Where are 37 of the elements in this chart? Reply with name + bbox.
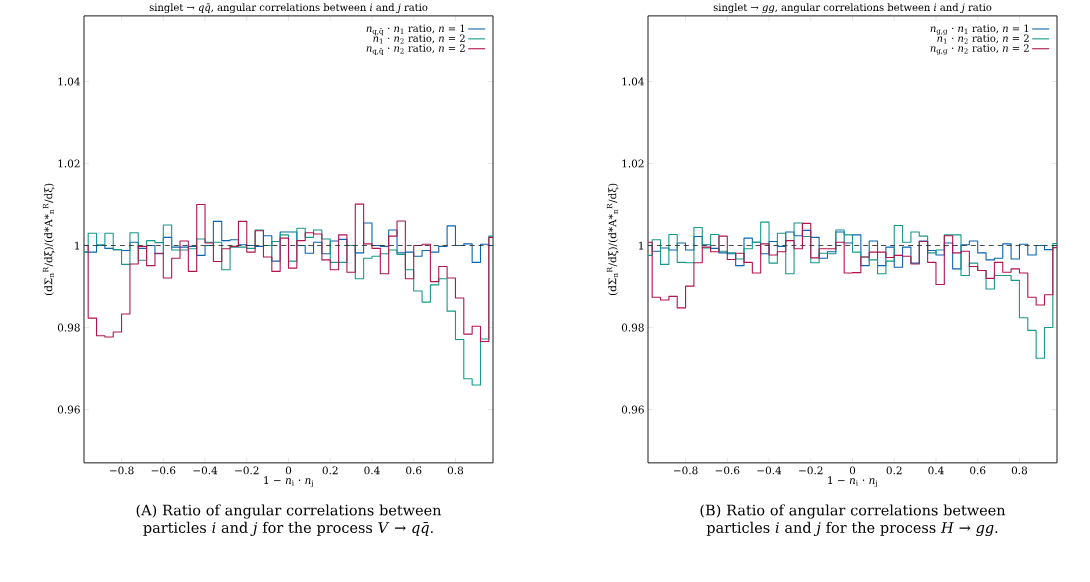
y-tick-label: 1.04 [622,77,644,86]
y-tick-label: 1 [75,241,80,250]
y-tick-label: 1 [639,241,643,250]
x-tick-label: 0.8 [1011,466,1028,475]
x-tick-label: 0.4 [364,466,380,475]
y-tick-label: 1.02 [622,159,644,168]
x-tick-label: −0.6 [715,466,740,475]
x-tick-label: −0.4 [757,466,782,475]
x-axis-title: 1 − n$_{i}$ · n$_{j}$ [828,476,877,488]
text: (A) Ratio of angular correlations between particles i and j for the process V → qq̄. [136,504,442,537]
y-tick-label: 1.04 [58,77,80,86]
x-tick-label: 0.8 [447,466,464,475]
x-tick-label: 0.4 [928,466,944,475]
legend-label: n$_{q,q̄}$ · n$_{2}$ ratio, n = 2 [366,44,465,55]
y-tick-label: 0.96 [621,405,644,414]
x-tick-label: 0.6 [406,466,422,475]
y-tick-label: 1.02 [58,159,80,168]
x-tick-label: 0.2 [322,466,338,475]
x-tick-label: −0.2 [235,466,259,475]
x-axis-title: 1 − n$_{i}$ · n$_{j}$ [264,476,313,488]
y-axis-title: (dΣ$_{n}$$^{R}$/dξ)/(d*A*$_{n}$$^{R}$/dξ) [606,183,619,296]
legend-label: n$_{g,g}$ · n$_{2}$ ratio, n = 2 [930,44,1029,55]
x-tick-label: 0.6 [970,466,986,475]
x-tick-label: −0.4 [193,466,218,475]
x-tick-label: 0 [285,466,292,475]
x-tick-label: 0.2 [886,466,902,475]
y-tick-label: 0.98 [57,323,80,332]
x-tick-label: −0.8 [673,466,698,475]
legend-label: n$_{1}$ · n$_{2}$ ratio, n = 2 [937,34,1029,44]
x-tick-label: −0.2 [799,466,823,475]
y-tick-label: 0.96 [57,405,80,414]
x-tick-label: −0.6 [151,466,176,475]
x-tick-label: 0 [849,466,856,475]
text: (B) Ratio of angular correlations between particles i and j for the process H → gg. [700,504,1006,537]
x-tick-label: −0.8 [109,466,134,475]
y-tick-label: 0.98 [621,323,644,332]
y-axis-title: (dΣ$_{n}$$^{R}$/dξ)/(d*A*$_{n}$$^{R}$/dξ) [42,183,55,296]
